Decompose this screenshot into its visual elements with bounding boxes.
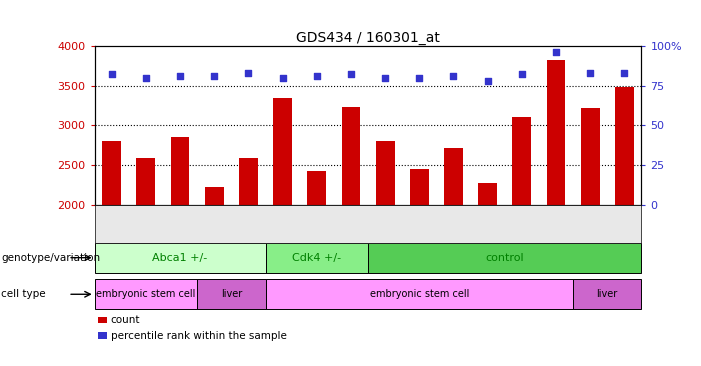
Point: [311, 73, 322, 79]
Point: [379, 75, 390, 81]
Bar: [170, 137, 189, 205]
Text: Abca1 +/-: Abca1 +/-: [152, 253, 207, 263]
Bar: [573, 279, 641, 309]
Point: [175, 73, 186, 79]
Bar: [444, 147, 463, 205]
Text: count: count: [111, 315, 140, 325]
Text: embryonic stem cell: embryonic stem cell: [96, 289, 196, 299]
Text: percentile rank within the sample: percentile rank within the sample: [111, 330, 287, 341]
Bar: [273, 98, 292, 205]
Point: [243, 70, 254, 76]
Bar: [410, 169, 429, 205]
Bar: [341, 107, 360, 205]
Point: [140, 75, 151, 81]
Bar: [95, 279, 197, 309]
Point: [550, 49, 562, 55]
Point: [346, 71, 357, 77]
Text: genotype/variation: genotype/variation: [1, 253, 100, 263]
Title: GDS434 / 160301_at: GDS434 / 160301_at: [296, 31, 440, 45]
Text: liver: liver: [597, 289, 618, 299]
Text: Cdk4 +/-: Cdk4 +/-: [292, 253, 341, 263]
Point: [482, 78, 494, 84]
Bar: [205, 187, 224, 205]
Point: [619, 70, 630, 76]
Text: cell type: cell type: [1, 289, 46, 299]
Text: control: control: [485, 253, 524, 263]
Text: embryonic stem cell: embryonic stem cell: [369, 289, 469, 299]
Point: [106, 71, 117, 77]
Bar: [376, 141, 395, 205]
Bar: [368, 243, 641, 273]
Point: [277, 75, 288, 81]
Bar: [580, 108, 599, 205]
Bar: [478, 183, 497, 205]
Point: [209, 73, 220, 79]
Point: [448, 73, 459, 79]
Text: liver: liver: [221, 289, 242, 299]
Bar: [197, 279, 266, 309]
Bar: [137, 158, 156, 205]
Point: [414, 75, 425, 81]
Bar: [239, 158, 258, 205]
Bar: [547, 60, 566, 205]
Point: [585, 70, 596, 76]
Bar: [95, 243, 266, 273]
Point: [516, 71, 527, 77]
Bar: [102, 141, 121, 205]
Bar: [266, 279, 573, 309]
Bar: [615, 87, 634, 205]
Bar: [512, 117, 531, 205]
Bar: [266, 243, 368, 273]
Bar: [307, 171, 326, 205]
